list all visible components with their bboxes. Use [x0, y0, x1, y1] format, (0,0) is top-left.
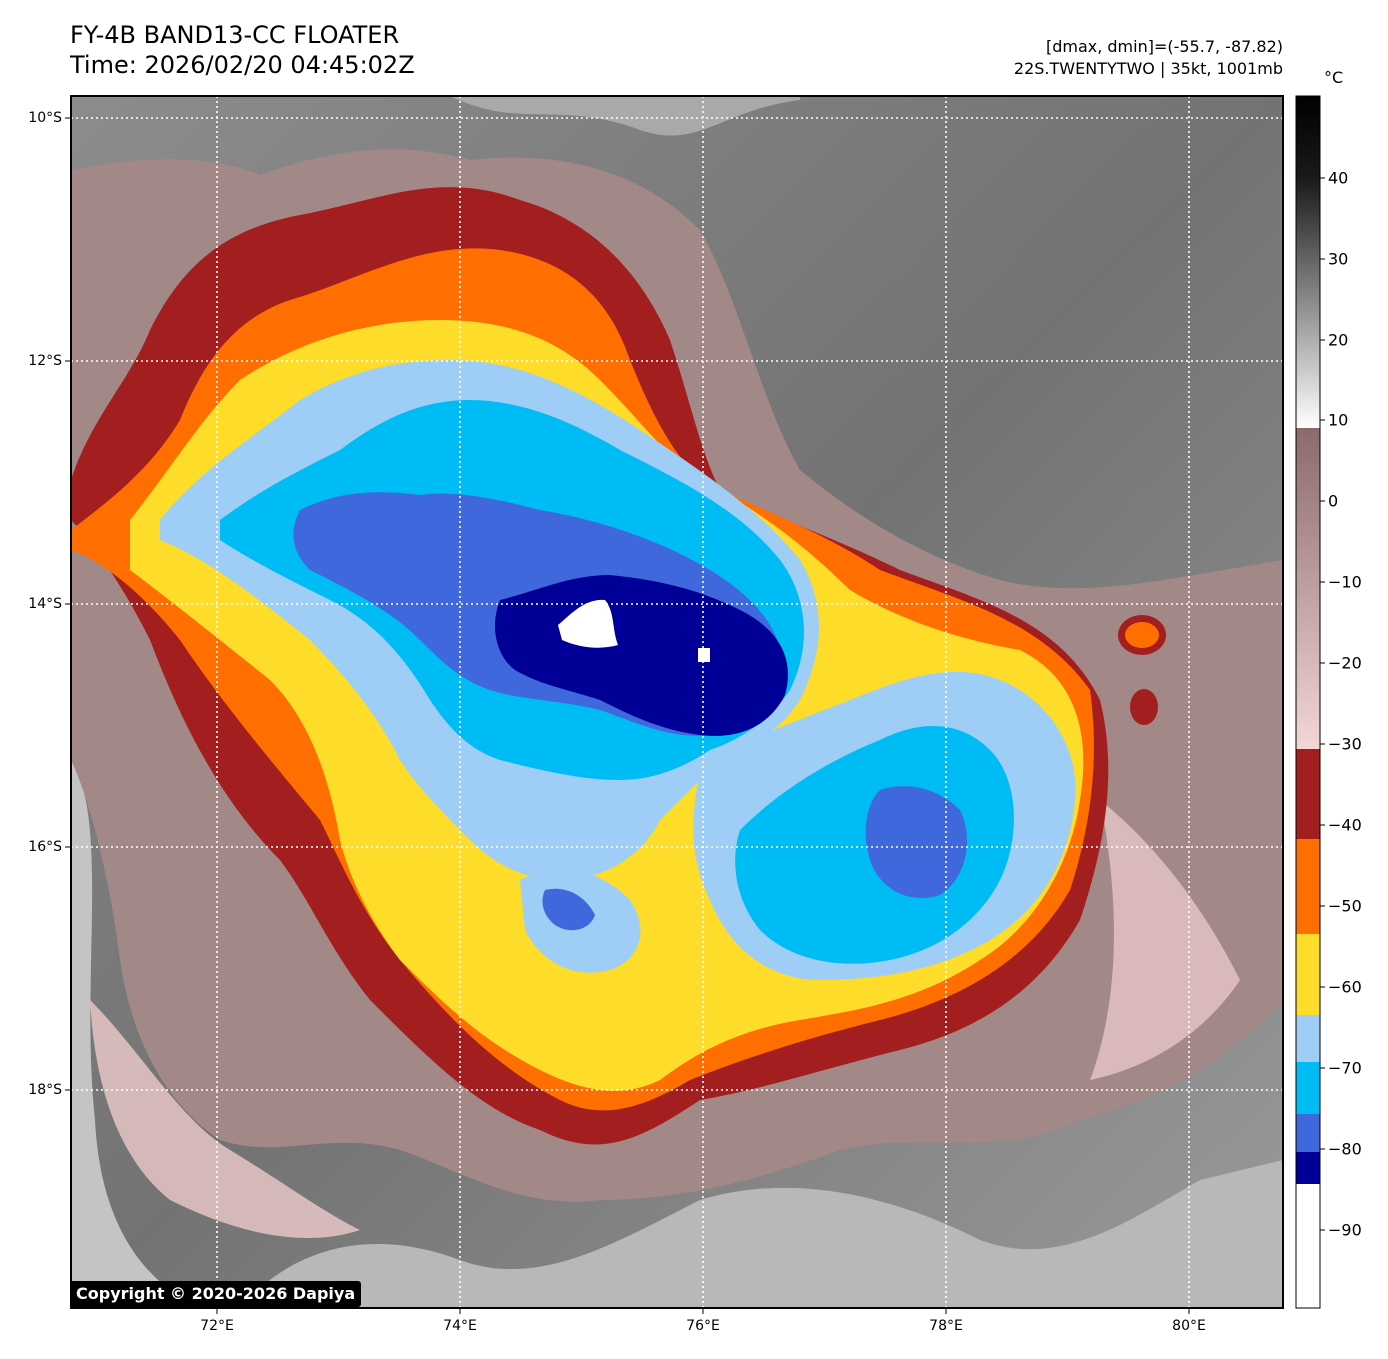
royal-blue-cloud-south — [542, 888, 595, 931]
light-cloud-patch-south — [240, 1160, 1283, 1308]
small-cell-east-1-core — [1125, 622, 1159, 648]
white-overshoot-small — [698, 648, 710, 662]
gridlines — [71, 96, 1283, 1308]
timestamp-title: Time: 2026/02/20 04:45:02Z — [70, 51, 415, 79]
light-cloud-patch-north — [450, 96, 800, 136]
lon-label: 76°E — [686, 1318, 720, 1334]
colorbar-tick-label: −90 — [1328, 1220, 1362, 1240]
lat-label: 18°S — [28, 1082, 62, 1098]
colorbar — [1295, 95, 1325, 1309]
colorbar-tick-label: 10 — [1328, 410, 1349, 430]
lon-label: 80°E — [1172, 1318, 1206, 1334]
colorbar-tick-label: −50 — [1328, 896, 1362, 916]
lon-label: 78°E — [929, 1318, 963, 1334]
colorbar-tick-label: −10 — [1328, 572, 1362, 592]
royal-blue-cloud-east — [865, 786, 968, 899]
colorbar-warm-segment — [1296, 96, 1320, 428]
colorbar-light-blue-segment — [1296, 1015, 1320, 1062]
lat-label: 14°S — [28, 596, 62, 612]
colorbar-yellow-segment — [1296, 934, 1320, 1015]
lon-label: 72°E — [200, 1318, 234, 1334]
colorbar-royal-blue-segment — [1296, 1114, 1320, 1152]
colorbar-frame — [1295, 95, 1321, 1309]
copyright-badge: Copyright © 2020-2026 Dapiya — [70, 1281, 362, 1307]
cloud-top-temperature-field — [71, 96, 1283, 1308]
colorbar-unit-label: °C — [1324, 68, 1344, 87]
colorbar-cyan-segment — [1296, 1062, 1320, 1114]
temperature-range-info: [dmax, dmin]=(-55.7, -87.82) — [1045, 37, 1283, 56]
colorbar-tick-label: −40 — [1328, 815, 1362, 835]
colorbar-tick-label: 0 — [1328, 491, 1339, 511]
white-overshoot-top — [558, 599, 618, 648]
lat-label: 12°S — [28, 353, 62, 369]
small-cell-east-2 — [1130, 689, 1158, 725]
colorbar-tick-label: −80 — [1328, 1139, 1362, 1159]
colorbar-tick-label: −20 — [1328, 653, 1362, 673]
colorbar-tick-label: −60 — [1328, 977, 1362, 997]
lat-label: 10°S — [28, 110, 62, 126]
light-cloud-patch-west — [71, 760, 200, 1308]
chart-title: FY-4B BAND13-CC FLOATER — [70, 21, 400, 49]
pink-cloud-edge-east — [1090, 800, 1240, 1080]
storm-info: 22S.TWENTYTWO | 35kt, 1001mb — [1013, 59, 1283, 78]
lat-label: 16°S — [28, 839, 62, 855]
colorbar-dark-red-segment — [1296, 749, 1320, 839]
colorbar-tick-label: 40 — [1328, 168, 1349, 188]
colorbar-tick-label: 20 — [1328, 330, 1349, 350]
colorbar-cold-white-segment — [1296, 1184, 1320, 1308]
pink-cloud-edge — [90, 1000, 360, 1239]
colorbar-tick-label: −30 — [1328, 734, 1362, 754]
map-frame — [70, 95, 1284, 1309]
lon-label: 74°E — [443, 1318, 477, 1334]
colorbar-tick-label: −70 — [1328, 1058, 1362, 1078]
colorbar-orange-segment — [1296, 839, 1320, 934]
colorbar-tick-label: 30 — [1328, 249, 1349, 269]
navy-coldest-core — [495, 575, 788, 736]
axis-ticks — [65, 117, 1190, 1314]
colorbar-navy-segment — [1296, 1152, 1320, 1184]
colorbar-brown-segment — [1296, 428, 1320, 749]
